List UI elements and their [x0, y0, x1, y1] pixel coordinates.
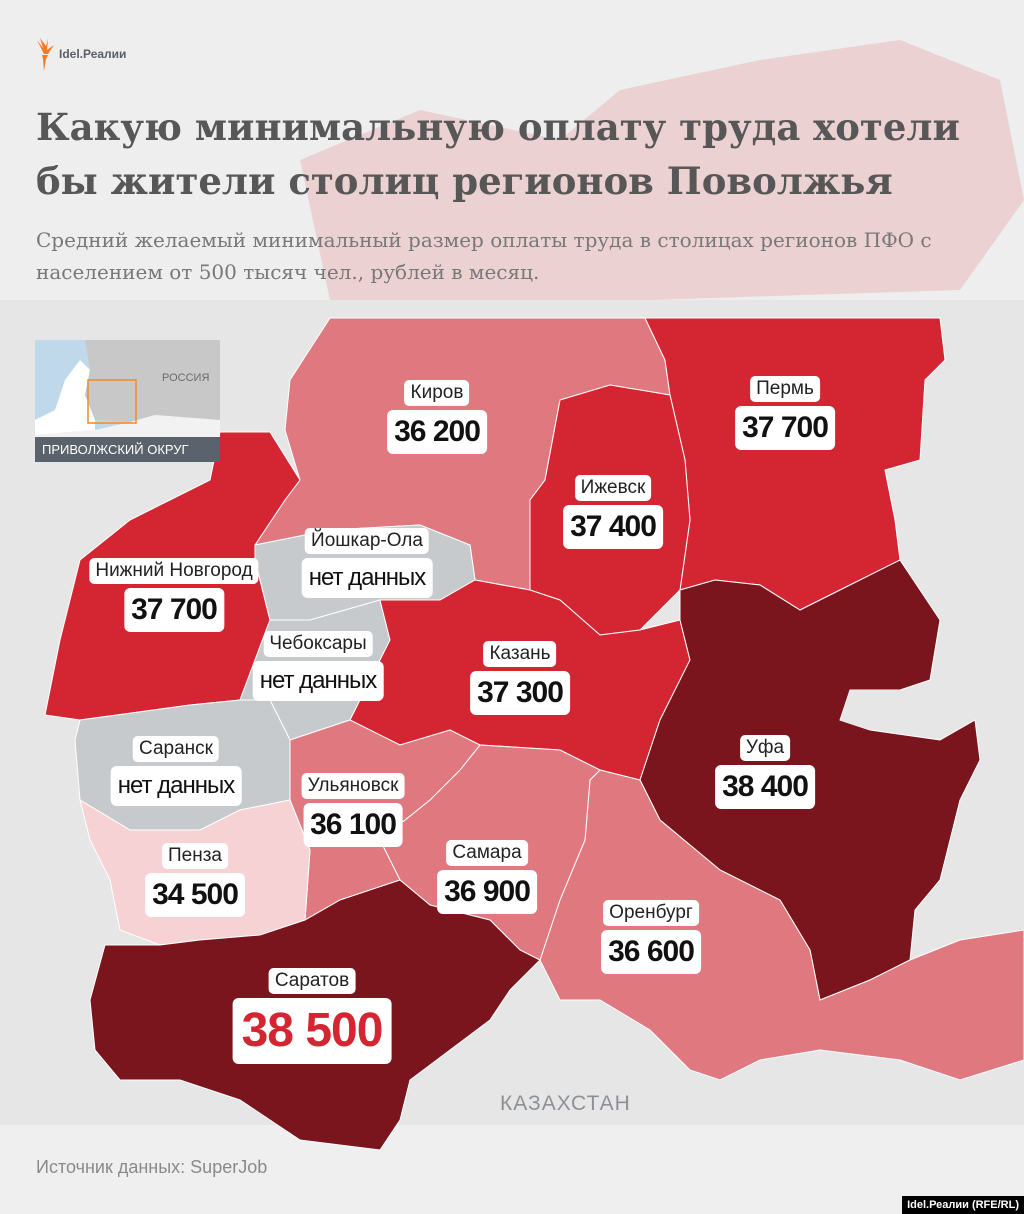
city-value: 37 400 — [563, 505, 663, 549]
torch-icon — [37, 38, 54, 71]
label-yoshkar-ola: Йошкар-Ола нет данных — [301, 528, 433, 598]
inset-district-label: ПРИВОЛЖСКИЙ ОКРУГ — [35, 437, 220, 462]
city-name: Саранск — [133, 736, 219, 762]
chelyabinsk-cutout — [840, 690, 915, 730]
label-kazan: Казань 37 300 — [470, 641, 570, 715]
city-name: Йошкар-Ола — [305, 528, 429, 554]
label-izhevsk: Ижевск 37 400 — [563, 475, 663, 549]
label-perm: Пермь 37 700 — [735, 376, 835, 450]
city-value: 36 100 — [303, 803, 403, 847]
label-samara: Самара 36 900 — [437, 840, 537, 914]
label-saransk: Саранск нет данных — [110, 736, 242, 806]
city-name: Казань — [483, 641, 557, 667]
footer-background — [0, 1125, 1024, 1214]
city-value: 37 700 — [735, 406, 835, 450]
locator-map-shapes — [35, 340, 220, 437]
page-title: Какую минимальную оплату труда хотели бы… — [36, 105, 960, 203]
city-value: 34 500 — [145, 873, 245, 917]
credit-badge: Idel.Реалии (RFE/RL) — [902, 1196, 1024, 1214]
city-name: Ульяновск — [301, 773, 405, 799]
city-name: Саратов — [268, 968, 356, 994]
city-value: 37 700 — [124, 588, 224, 632]
label-ufa: Уфа 38 400 — [715, 735, 815, 809]
city-value: 37 300 — [470, 671, 570, 715]
city-value: 38 400 — [715, 765, 815, 809]
locator-highlight-box — [87, 379, 137, 424]
city-name: Оренбург — [603, 900, 699, 926]
city-name: Киров — [404, 380, 470, 406]
city-value-highlight: 38 500 — [232, 998, 392, 1064]
city-value: 36 600 — [601, 930, 701, 974]
logo-text: Idel.Реалии — [59, 47, 127, 61]
city-value: нет данных — [252, 661, 384, 701]
label-saratov: Саратов 38 500 — [232, 968, 392, 1064]
neighbor-country-label: КАЗАХСТАН — [500, 1092, 631, 1115]
label-penza: Пенза 34 500 — [145, 843, 245, 917]
city-name: Нижний Новгород — [89, 558, 259, 584]
inset-country-label: РОССИЯ — [162, 372, 210, 384]
city-name: Самара — [446, 840, 528, 866]
source-note: Источник данных: SuperJob — [36, 1157, 268, 1177]
city-value: нет данных — [110, 766, 242, 806]
city-name: Пермь — [750, 376, 820, 402]
city-name: Пенза — [161, 843, 228, 869]
city-name: Ижевск — [574, 475, 652, 501]
faded-map-ghost — [300, 40, 1024, 300]
label-ulyanovsk: Ульяновск 36 100 — [301, 773, 405, 847]
page-subtitle: Средний желаемый минимальный размер опла… — [36, 228, 932, 284]
city-value: 36 900 — [437, 870, 537, 914]
city-name: Уфа — [739, 735, 791, 761]
region-orenburg — [539, 769, 1024, 1081]
label-cheboksary: Чебоксары нет данных — [252, 631, 384, 701]
label-nizhny-novgorod: Нижний Новгород 37 700 — [89, 558, 259, 632]
label-orenburg: Оренбург 36 600 — [601, 900, 701, 974]
city-name: Чебоксары — [263, 631, 373, 657]
locator-inset-map: РОССИЯ ПРИВОЛЖСКИЙ ОКРУГ — [35, 340, 220, 462]
city-value: 36 200 — [387, 410, 487, 454]
brand-logo: Idel.Реалии — [34, 36, 126, 72]
city-value: нет данных — [301, 558, 433, 598]
label-kirov: Киров 36 200 — [387, 380, 487, 454]
header-background — [0, 0, 1024, 300]
